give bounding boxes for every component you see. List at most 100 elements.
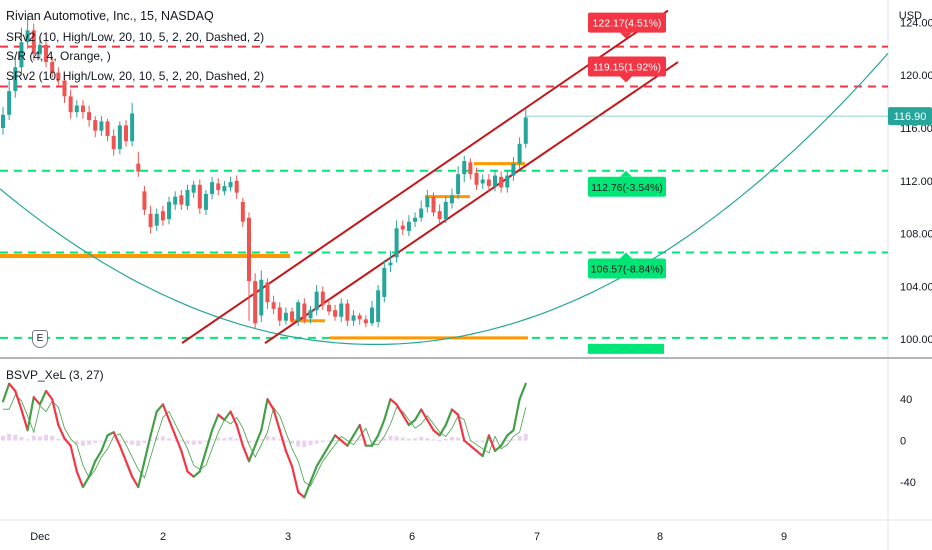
- volume-histogram-bar: [136, 440, 141, 446]
- oscillator-segment: [469, 444, 478, 452]
- candle-body: [68, 96, 73, 113]
- volume-histogram-bar: [234, 438, 239, 441]
- oscillator-segment: [358, 423, 367, 447]
- candle-body: [99, 121, 104, 131]
- time-tick-label: 3: [285, 531, 291, 543]
- resistance-tag-box: [588, 12, 666, 33]
- candle-body: [117, 125, 122, 150]
- volume-histogram-bar: [1, 435, 5, 441]
- volume-histogram-bar: [74, 440, 79, 445]
- candle-body: [474, 172, 479, 185]
- candle-body: [19, 42, 24, 68]
- oscillator-segment: [112, 431, 121, 447]
- resistance-tag-box: [588, 56, 666, 77]
- candle-body: [142, 191, 147, 210]
- candle-body: [265, 282, 270, 303]
- volume-histogram-bar: [80, 440, 85, 446]
- time-tick-label: 2: [160, 531, 166, 543]
- indicator-legend-sr[interactable]: S/R (4, 4, Orange, ): [6, 49, 111, 63]
- candle-body: [62, 80, 67, 97]
- candle-body: [333, 310, 338, 317]
- candle-body: [111, 135, 116, 150]
- candle-body: [363, 319, 368, 324]
- volume-histogram-bar: [480, 440, 485, 443]
- volume-histogram-bar: [314, 440, 319, 444]
- candle-body: [167, 201, 172, 220]
- oscillator-segment: [186, 470, 195, 478]
- candle-body: [357, 315, 362, 320]
- earnings-icon[interactable]: E: [32, 330, 48, 348]
- volume-histogram-bar: [93, 440, 98, 443]
- oscillator-segment: [284, 449, 294, 468]
- volume-histogram-bar: [302, 440, 307, 448]
- oscillator-segment: [500, 434, 509, 447]
- candle-body: [499, 176, 504, 188]
- volume-histogram-bar: [142, 440, 147, 443]
- support-tag-label: 112.76(-3.54%): [591, 182, 663, 194]
- oscillator-segment: [1, 382, 11, 403]
- oscillator-segment: [8, 382, 17, 393]
- candle-body: [148, 213, 153, 227]
- price-tick-label: 124.00: [900, 17, 932, 29]
- oscillator-segment: [149, 410, 158, 437]
- candle-body: [160, 211, 165, 221]
- volume-histogram-bar: [62, 440, 67, 442]
- oscillator-segment: [401, 413, 410, 427]
- oscillator-segment: [106, 431, 115, 437]
- indicator-legend-srv2-a[interactable]: SRv2 (10, High/Low, 20, 10, 5, 2, 20, Da…: [6, 30, 265, 44]
- candle-body: [216, 183, 221, 191]
- candle-body: [456, 174, 461, 194]
- price-tick-label: 104.00: [900, 281, 932, 293]
- volume-histogram-bar: [449, 436, 454, 441]
- oscillator-segment: [241, 444, 251, 463]
- volume-histogram-bar: [351, 439, 356, 441]
- oscillator-segment: [223, 410, 232, 421]
- volume-histogram-bar: [191, 440, 196, 445]
- oscillator-segment: [457, 413, 466, 442]
- candle-body: [468, 162, 473, 175]
- candle-body: [283, 312, 288, 321]
- oscillator-segment: [426, 418, 435, 432]
- oscillator-segment: [174, 434, 183, 452]
- volume-histogram-bar: [167, 438, 172, 441]
- candle-body: [443, 201, 448, 220]
- candle-body: [431, 196, 436, 213]
- candle-body: [105, 121, 110, 136]
- oscillator-segment: [137, 460, 146, 489]
- indicator-legend-srv2-b[interactable]: SRv2 (10, High/Low, 20, 10, 5, 2, 20, Da…: [6, 69, 265, 83]
- candle-body: [1, 114, 5, 129]
- oscillator-segment: [247, 444, 257, 463]
- oscillator-segment: [118, 444, 128, 463]
- oscillator-segment: [481, 434, 490, 458]
- volume-histogram-bar: [474, 440, 479, 442]
- volume-histogram-bar: [493, 440, 497, 442]
- candle-body: [413, 217, 418, 222]
- candle-body: [234, 180, 239, 193]
- oscillator-segment: [266, 398, 275, 411]
- channel-lower-line: [264, 61, 679, 344]
- volume-histogram-bar: [240, 440, 245, 442]
- candle-body: [191, 184, 196, 193]
- oscillator-segment: [370, 434, 380, 447]
- volume-histogram-bar: [197, 440, 202, 445]
- candle-body: [185, 190, 190, 206]
- candle-body: [80, 105, 85, 113]
- price-tick-label: 120.00: [900, 70, 932, 82]
- candle-body: [25, 30, 30, 43]
- volume-histogram-bar: [37, 436, 42, 441]
- candle-body: [486, 179, 491, 187]
- candle-body: [505, 175, 510, 188]
- candle-body: [493, 175, 497, 187]
- oscillator-segment: [63, 437, 72, 447]
- time-tick-label: 8: [657, 531, 663, 543]
- indicator-legend-bsvp[interactable]: BSVP_XeL (3, 27): [6, 368, 104, 382]
- price-tick-label: 108.00: [900, 229, 932, 241]
- oscillator-segment: [26, 396, 35, 432]
- candle-body: [370, 307, 374, 324]
- currency-label[interactable]: USD: [898, 10, 922, 22]
- candle-body: [87, 112, 92, 121]
- last-price-label: 116.90: [894, 111, 927, 123]
- volume-histogram-bar: [486, 439, 491, 441]
- candle-body: [247, 217, 251, 282]
